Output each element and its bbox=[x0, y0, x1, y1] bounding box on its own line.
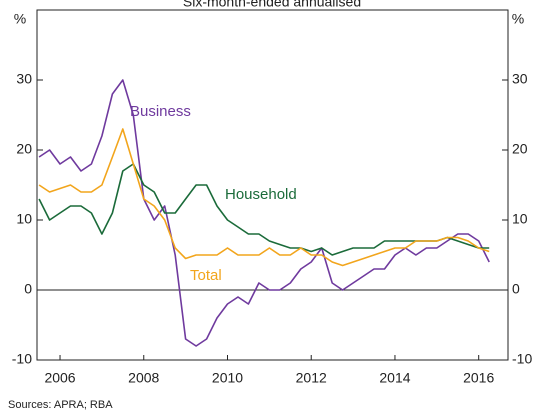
series-label: Business bbox=[130, 103, 191, 120]
y2-tick-label: 0 bbox=[512, 281, 520, 297]
y2-tick-label: 10 bbox=[512, 211, 528, 227]
y-unit: % bbox=[14, 11, 26, 27]
series-label: Total bbox=[190, 267, 222, 284]
x-tick-label: 2012 bbox=[296, 370, 327, 386]
chart-subtitle: Six-month-ended annualised bbox=[183, 0, 361, 10]
series-line bbox=[38, 128, 490, 267]
y2-tick-label: 20 bbox=[512, 141, 528, 157]
y-tick-label: 30 bbox=[16, 71, 32, 87]
source-note: Sources: APRA; RBA bbox=[8, 399, 113, 411]
series-line bbox=[38, 163, 490, 256]
y-tick-label: 10 bbox=[16, 211, 32, 227]
x-tick-label: 2006 bbox=[44, 370, 75, 386]
x-tick-label: 2008 bbox=[128, 370, 159, 386]
y2-tick-label: 30 bbox=[512, 71, 528, 87]
x-tick-label: 2016 bbox=[463, 370, 494, 386]
plot-frame bbox=[36, 9, 509, 361]
y-tick-label: -10 bbox=[12, 351, 32, 367]
series-line bbox=[38, 79, 490, 347]
y-tick-label: 0 bbox=[24, 281, 32, 297]
y2-unit: % bbox=[512, 11, 524, 27]
x-tick-label: 2010 bbox=[212, 370, 243, 386]
y2-tick-label: -10 bbox=[512, 351, 532, 367]
x-tick-label: 2014 bbox=[379, 370, 410, 386]
y-tick-label: 20 bbox=[16, 141, 32, 157]
series-label: Household bbox=[225, 186, 297, 203]
